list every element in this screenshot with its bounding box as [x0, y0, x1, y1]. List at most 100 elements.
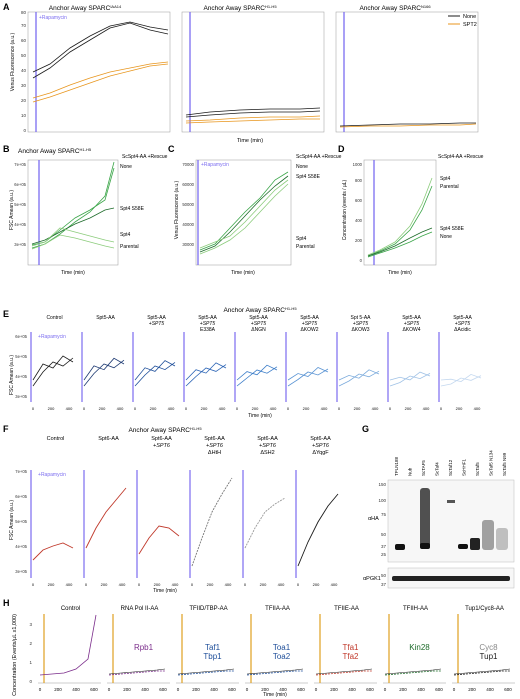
xtick: 600 — [435, 687, 443, 692]
none-series — [339, 122, 476, 127]
subplot-label: +SPT5 — [200, 321, 216, 327]
ytick: 20 — [21, 98, 27, 103]
spt2-series — [339, 123, 477, 128]
xtick: 400 — [278, 582, 285, 587]
lane-label: ScTaf5 N134 — [489, 450, 494, 476]
panel-b-letter: B — [3, 144, 10, 154]
xtick: 600 — [297, 687, 305, 692]
subplot-label: Spt5-AA — [453, 315, 472, 321]
subplot-label: Spt 5-AA — [350, 315, 371, 321]
xtick: 600 — [90, 687, 98, 692]
subplot-label: ΔAcidic — [454, 327, 471, 333]
subplot-label: +SPT5 — [353, 321, 369, 327]
protein-label: Tfa1 — [342, 643, 359, 652]
ytick: 1000 — [353, 162, 363, 167]
ytick: 5e+05 — [15, 354, 27, 359]
series — [83, 357, 125, 381]
series — [185, 362, 227, 381]
xtick: 200 — [330, 687, 338, 692]
panel-c-subtitle: ScSpt4-AA +Rescue — [296, 154, 342, 160]
subplot-label: Spt5-AA — [147, 315, 166, 321]
panel-f-letter: F — [3, 424, 9, 434]
series — [83, 359, 125, 387]
label-spt4-s58e: Spt4 S58E — [296, 174, 321, 180]
xtick: 200 — [313, 582, 320, 587]
panel-h-subplot-1: Control 0 200 400 600 — [38, 606, 101, 692]
panel-e-title: Anchor Away SPARCH1-H5 — [223, 306, 297, 314]
protein-label: Cyc8 — [479, 643, 498, 652]
xtick: 200 — [260, 582, 267, 587]
blot-label-ha: αHA — [368, 516, 379, 522]
ytick: 6e+05 — [14, 182, 26, 187]
xtick: 0 — [39, 687, 42, 692]
xtick: 0 — [389, 406, 392, 411]
xtick: 0 — [85, 582, 88, 587]
xtick: 200 — [48, 406, 55, 411]
ytick: 70000 — [182, 162, 194, 167]
series — [185, 364, 227, 387]
ytick: 0 — [360, 258, 363, 263]
panel-d-ylabel: Concentration (events / µL) — [342, 179, 348, 240]
panel-h-xlabel: Time (min) — [263, 692, 287, 698]
ytick: 6e+05 — [15, 334, 27, 339]
xtick: 400 — [141, 687, 149, 692]
panel-h-ylabel: Concentration (Events/µL x1,000) — [12, 614, 18, 696]
series — [453, 668, 511, 675]
xtick: 600 — [228, 687, 236, 692]
panel-e-subplot-3: Spt5-AA+SPT5 0 200 400 — [132, 315, 176, 411]
series — [244, 497, 286, 549]
label-spt4: Spt4 — [296, 236, 307, 242]
xtick: 0 — [453, 687, 456, 692]
subplot-label: ΔSH2 — [260, 450, 274, 456]
xtick: 200 — [201, 406, 208, 411]
series — [177, 668, 235, 675]
xtick: 0 — [191, 582, 194, 587]
none-series — [185, 110, 321, 118]
xtick: 200 — [207, 582, 214, 587]
series — [338, 369, 380, 381]
none-series — [185, 107, 321, 116]
xtick: 200 — [399, 687, 407, 692]
panel-b-plot: None Spt4 S58E Spt4 Parental 3e+05 4e+05… — [14, 159, 145, 266]
xtick: 400 — [225, 582, 232, 587]
series — [134, 360, 176, 381]
subplot-label: +SPT6 — [206, 443, 224, 449]
panel-a-plot-1: +Rapamycin 0 10 20 30 40 50 60 70 80 — [21, 10, 171, 133]
series — [177, 670, 234, 676]
xtick: 200 — [354, 406, 361, 411]
western-blot-pgk1 — [387, 567, 515, 589]
ytick: 4e+05 — [14, 222, 26, 227]
xtick: 0 — [244, 582, 247, 587]
xtick: 0 — [32, 582, 35, 587]
panel-c-xlabel: Time (min) — [231, 270, 255, 276]
label-parental: Parental — [440, 184, 459, 190]
lane-label: ScTaf12 — [448, 459, 453, 476]
lane-label: ScHHF1 — [462, 459, 467, 476]
xtick: 400 — [423, 406, 430, 411]
subplot-label: Spt6-AA — [310, 436, 331, 442]
series — [246, 670, 303, 676]
panel-a-letter: A — [3, 2, 10, 12]
series — [32, 355, 74, 381]
subplot-label: +SPT5 — [302, 321, 318, 327]
spt2-series-1 — [32, 61, 169, 99]
ytick: 0 — [23, 128, 26, 133]
panel-f-ylabel: FSC Amean (a.u.) — [9, 500, 15, 540]
ytick: 30 — [21, 83, 27, 88]
xtick: 400 — [210, 687, 218, 692]
series — [338, 370, 380, 387]
label-none: None — [440, 234, 452, 240]
ytick: 5e+05 — [15, 519, 27, 524]
ytick: 60 — [21, 38, 27, 43]
subplot-title: TFIIH-AA — [403, 606, 428, 612]
protein-label: Tbp1 — [203, 652, 222, 661]
xtick: 200 — [150, 406, 157, 411]
xtick: 200 — [154, 582, 161, 587]
xtick: 400 — [219, 406, 226, 411]
panel-b-title: Anchor Away SPARCH1-H5 — [18, 147, 92, 155]
lane-label: ScTaf5 N99 — [502, 452, 507, 476]
subplot-title: TFIIA-AA — [265, 606, 290, 612]
